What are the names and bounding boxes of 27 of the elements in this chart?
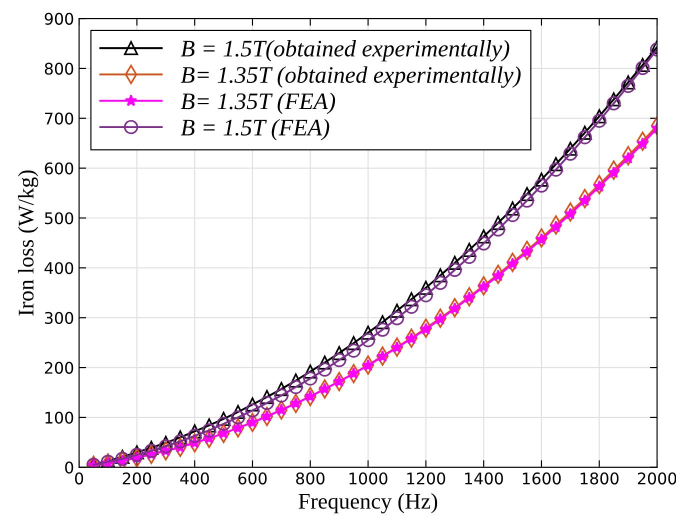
x-tick-label: 1600 (522, 472, 561, 485)
y-tick-label: 900 (44, 12, 74, 25)
y-tick-label: 100 (46, 412, 74, 424)
x-tick-label: 1000 (350, 472, 388, 485)
legend-label: B = 1.5T(obtained experimentally) (180, 40, 510, 62)
y-tick-label: 700 (45, 112, 74, 125)
legend-label: B = 1.5T (FEA) (180, 118, 330, 140)
x-tick-label: 600 (238, 472, 267, 485)
x-tick-label: 2000 (638, 472, 676, 485)
y-tick-label: 400 (44, 262, 74, 274)
legend-label: B= 1.35T (FEA) (180, 92, 336, 114)
x-tick-label: 800 (296, 472, 324, 485)
y-tick-label: 500 (44, 212, 74, 224)
x-tick-label: 200 (122, 472, 152, 485)
x-tick-label: 1800 (580, 472, 619, 485)
y-tick-label: 200 (44, 362, 74, 374)
x-tick-label: 0 (75, 472, 84, 485)
y-tick-label: 300 (44, 312, 74, 324)
y-axis-title: Iron loss (W/kg) (18, 170, 38, 316)
x-tick-label: 400 (180, 472, 209, 485)
x-tick-label: 1200 (407, 472, 446, 485)
x-tick-label: 1400 (465, 472, 503, 485)
legend-label: B= 1.35T (obtained experimentally) (180, 66, 521, 88)
y-tick-label: 0 (65, 461, 74, 474)
y-tick-label: 600 (44, 162, 74, 174)
y-tick-label: 800 (44, 62, 74, 75)
x-axis-title: Frequency (Hz) (298, 493, 438, 514)
